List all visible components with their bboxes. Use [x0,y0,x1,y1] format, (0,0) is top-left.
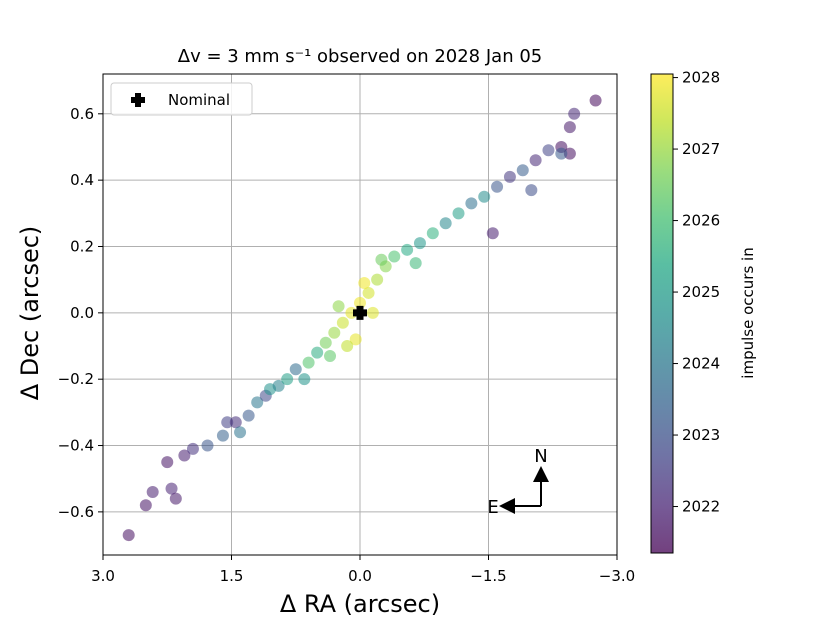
data-point [281,373,294,386]
data-point [216,429,229,442]
compass-north-label: N [534,446,547,467]
data-point [289,363,302,376]
data-point [568,107,581,120]
data-point [319,336,332,349]
y-tick-label: 0.6 [70,105,94,123]
data-point [362,286,375,299]
compass-north-arrow [533,466,549,482]
nominal-plus-icon [353,305,367,320]
colorbar-tick-label: 2026 [682,212,720,230]
data-point [409,257,422,270]
x-axis-ticks: 3.0 1.5 0.0 −1.5 −3.0 [91,555,635,585]
data-point [186,442,199,455]
data-point [465,197,478,210]
data-point [332,300,345,313]
data-point [161,456,174,469]
compass: N E [487,446,549,518]
data-point [298,373,311,386]
compass-east-label: E [487,497,498,518]
colorbar-ticks: 2022 2023 2024 2025 2026 2027 2028 [673,69,720,516]
nominal-marker [353,305,367,320]
colorbar-tick-label: 2024 [682,355,720,373]
data-point [358,276,371,289]
data-point [555,147,568,160]
data-point [302,356,315,369]
y-tick-label: −0.2 [58,370,94,388]
legend-box [110,82,253,116]
data-point [336,316,349,329]
compass-east-arrow [499,498,515,514]
colorbar-tick-label: 2022 [682,498,720,516]
data-point [251,396,264,409]
legend-plus-icon [131,93,145,107]
y-tick-label: 0.2 [70,237,94,255]
data-point [478,190,491,203]
data-point [563,147,576,160]
legend-label-nominal: Nominal [168,91,230,109]
data-point [242,409,255,422]
data-point [122,529,135,542]
data-point [589,94,602,107]
y-axis-label: Δ Dec (arcsec) [16,226,44,401]
colorbar-label: impulse occurs in [739,247,757,378]
data-point [169,492,182,505]
data-point [426,227,439,240]
x-tick-label: −1.5 [470,567,506,585]
y-tick-label: 0.4 [70,171,94,189]
legend: Nominal [110,82,253,116]
data-point [272,379,285,392]
y-axis-ticks: 0.6 0.4 0.2 0.0 −0.2 −0.4 −0.6 [58,105,103,521]
colorbar-tick-label: 2027 [682,140,720,158]
data-point [165,482,178,495]
colorbar [651,74,673,553]
data-point [221,416,234,429]
data-point [371,273,384,286]
data-point [503,170,516,183]
x-tick-label: 1.5 [220,567,244,585]
data-point [486,227,499,240]
y-tick-label: 0.0 [70,304,94,322]
x-tick-label: −3.0 [599,567,635,585]
data-point [529,154,542,167]
data-point [366,306,379,319]
data-point [139,499,152,512]
x-tick-label: 3.0 [91,567,115,585]
data-point [401,243,414,256]
x-axis-label: Δ RA (arcsec) [280,590,440,618]
colorbar-tick-label: 2028 [682,69,720,87]
data-point [516,164,529,177]
data-point [563,121,576,134]
data-point [324,349,337,362]
data-point [234,426,247,439]
data-point [146,485,159,498]
colorbar-frame [650,73,674,554]
data-point [328,326,341,339]
chart-title: Δv = 3 mm s⁻¹ observed on 2028 Jan 05 [178,46,542,67]
data-point [311,346,324,359]
data-point [229,416,242,429]
x-tick-label: 0.0 [348,567,372,585]
data-point [375,253,388,266]
data-point [178,449,191,462]
data-point [413,237,426,250]
data-point [201,439,214,452]
y-tick-label: −0.4 [58,437,94,455]
scatter-points [122,94,602,542]
y-tick-label: −0.6 [58,503,94,521]
data-point [341,340,354,353]
data-point [542,144,555,157]
data-point [439,217,452,230]
data-point [349,333,362,346]
colorbar-tick-label: 2025 [682,283,720,301]
data-point [452,207,465,220]
colorbar-tick-label: 2023 [682,426,720,444]
data-point [525,184,538,197]
data-point [388,250,401,263]
data-point [491,180,504,193]
